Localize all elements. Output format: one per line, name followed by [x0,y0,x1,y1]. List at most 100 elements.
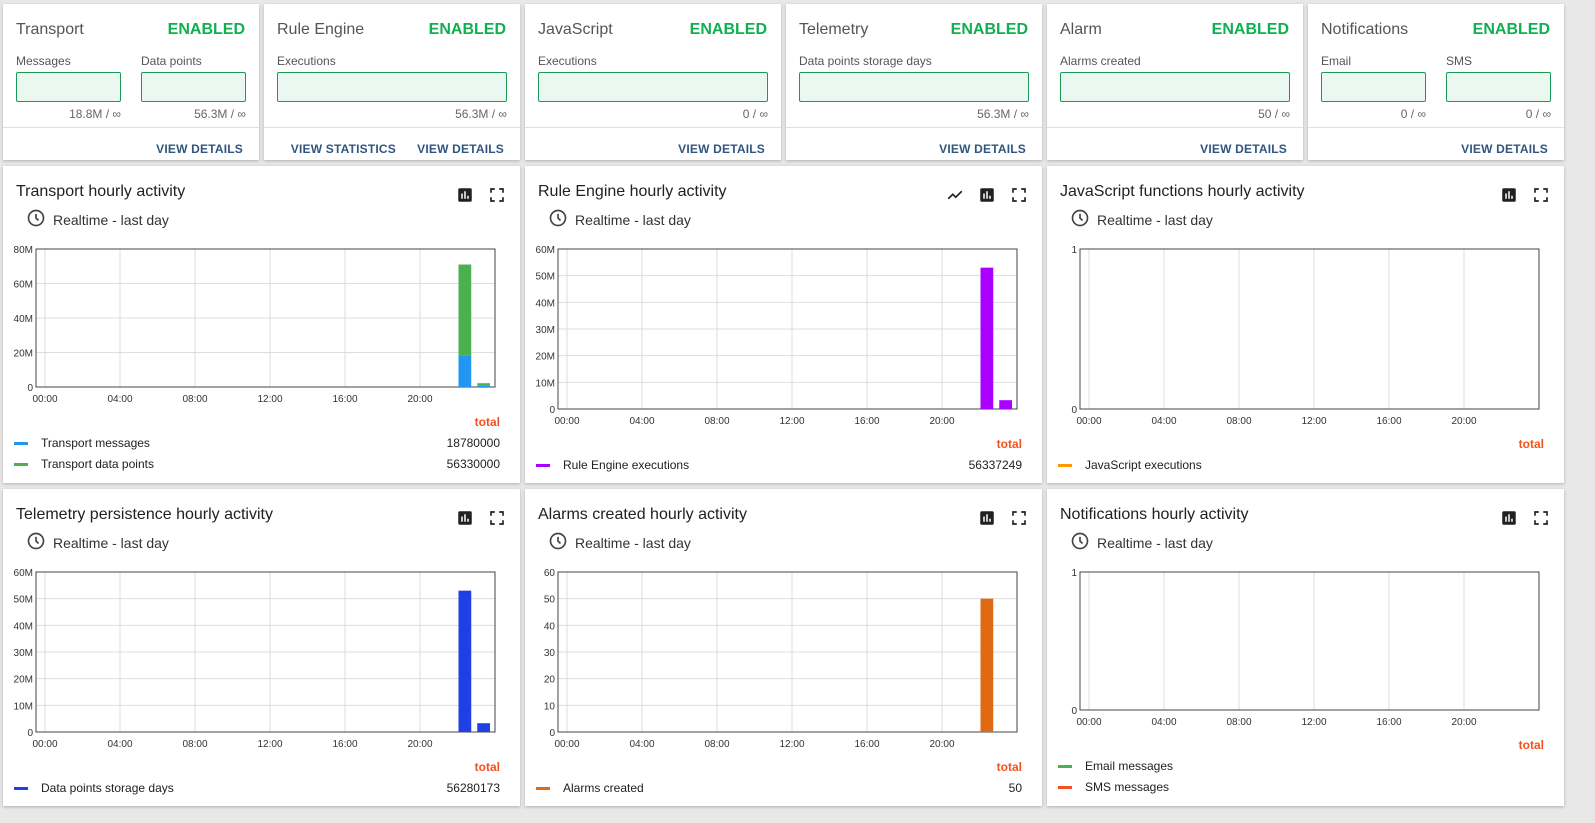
legend-total-value: 18780000 [446,436,500,450]
timewindow-label: Realtime - last day [1097,534,1213,551]
view-details-button[interactable]: VIEW DETAILS [156,142,243,156]
fullscreen-icon[interactable] [1532,186,1550,204]
chart-bar[interactable] [477,385,490,387]
api-card-title: Alarm [1060,21,1102,38]
card-divider [3,127,259,128]
legend-item[interactable]: Email messages [1058,759,1173,773]
usage-counter-value: 56.3M / ∞ [455,107,507,121]
chart-bar[interactable] [999,400,1012,409]
view-statistics-button[interactable]: VIEW STATISTICS [290,142,396,156]
bar-chart-icon[interactable] [456,509,474,527]
y-tick-label: 10 [544,701,556,712]
fullscreen-icon[interactable] [1010,509,1028,527]
card-divider [525,127,781,128]
legend-item[interactable]: Transport messages [14,436,150,450]
view-details-button[interactable]: VIEW DETAILS [417,142,504,156]
chart-bar[interactable] [458,590,472,732]
usage-counter-label: Executions [538,54,597,68]
timewindow-selector[interactable]: Realtime - last day [1070,208,1213,231]
y-tick-label: 40M [14,621,33,632]
chart-bar[interactable] [980,598,994,732]
fullscreen-icon[interactable] [488,186,506,204]
usage-counter-label: Executions [277,54,336,68]
y-tick-label: 30M [536,325,555,336]
legend-item[interactable]: Alarms created [536,781,644,795]
x-tick-label: 12:00 [779,416,804,427]
usage-counter-value: 0 / ∞ [1400,107,1426,121]
widget-toolbar [1500,186,1550,204]
bar-chart-icon[interactable] [456,186,474,204]
x-tick-label: 08:00 [182,394,207,405]
widget-title: Transport hourly activity [16,183,186,200]
x-tick-label: 20:00 [1451,416,1476,427]
chart-bar[interactable] [458,355,472,387]
usage-counter: Messages 18.8M / ∞ [16,54,121,121]
timewindow-selector[interactable]: Realtime - last day [26,208,169,231]
clock-icon [26,531,46,554]
legend-total-header: total [996,437,1022,451]
legend-item[interactable]: Data points storage days [14,781,174,795]
fullscreen-icon[interactable] [1532,509,1550,527]
card-divider [264,127,520,128]
x-tick-label: 00:00 [32,739,57,750]
chart-bar[interactable] [458,264,472,356]
bar-chart-icon[interactable] [1500,186,1518,204]
timewindow-selector[interactable]: Realtime - last day [1070,531,1213,554]
legend-item[interactable]: Rule Engine executions [536,458,689,472]
card-divider [1308,127,1564,128]
bar-chart-icon[interactable] [1500,509,1518,527]
bar-chart-icon[interactable] [978,509,996,527]
x-tick-label: 04:00 [107,739,132,750]
legend-color-marker [14,441,28,445]
timewindow-selector[interactable]: Realtime - last day [548,531,691,554]
bar-chart-icon[interactable] [978,186,996,204]
y-tick-label: 0 [549,405,555,416]
chart-bar[interactable] [477,383,490,386]
legend-total-value: 56330000 [446,457,500,471]
api-card-title: Transport [16,21,84,38]
legend-color-marker [1058,463,1072,467]
view-details-button[interactable]: VIEW DETAILS [1461,142,1548,156]
usage-counter-label: Email [1321,54,1352,68]
view-details-button[interactable]: VIEW DETAILS [678,142,765,156]
view-details-button[interactable]: VIEW DETAILS [1200,142,1287,156]
x-tick-label: 20:00 [407,394,432,405]
legend-color-marker [1058,785,1072,789]
timewindow-selector[interactable]: Realtime - last day [26,531,169,554]
status-badge: ENABLED [689,21,767,38]
legend-color-marker [536,786,550,790]
x-tick-label: 08:00 [182,739,207,750]
legend-item[interactable]: Transport data points [14,457,154,471]
widget-title: Telemetry persistence hourly activity [16,506,273,523]
legend-item[interactable]: SMS messages [1058,780,1169,794]
widget-title: Notifications hourly activity [1060,506,1249,523]
y-tick-label: 0 [1071,405,1077,416]
fullscreen-icon[interactable] [488,509,506,527]
status-badge: ENABLED [167,21,245,38]
card-divider [1047,127,1303,128]
line-chart-icon[interactable] [946,186,964,204]
y-tick-label: 20 [544,675,556,686]
api-card-title: Telemetry [799,21,869,38]
usage-counter: Alarms created 50 / ∞ [1060,54,1290,121]
chart-bar[interactable] [980,267,994,409]
activity-widget: Alarms created hourly activity Realtime -… [525,489,1042,806]
x-tick-label: 08:00 [1226,416,1251,427]
y-tick-label: 20M [14,675,33,686]
timewindow-label: Realtime - last day [1097,211,1213,228]
timewindow-selector[interactable]: Realtime - last day [548,208,691,231]
status-badge: ENABLED [428,21,506,38]
timewindow-label: Realtime - last day [575,534,691,551]
legend-item[interactable]: JavaScript executions [1058,458,1202,472]
y-tick-label: 50M [536,272,555,283]
x-tick-label: 00:00 [1076,717,1101,728]
api-card-title: JavaScript [538,21,613,38]
x-tick-label: 12:00 [257,739,282,750]
fullscreen-icon[interactable] [1010,186,1028,204]
x-tick-label: 08:00 [1226,717,1251,728]
widget-title: Alarms created hourly activity [538,506,747,523]
view-details-button[interactable]: VIEW DETAILS [939,142,1026,156]
legend-color-marker [14,462,28,466]
chart-bar[interactable] [477,723,490,732]
legend-color-marker [1058,764,1072,768]
